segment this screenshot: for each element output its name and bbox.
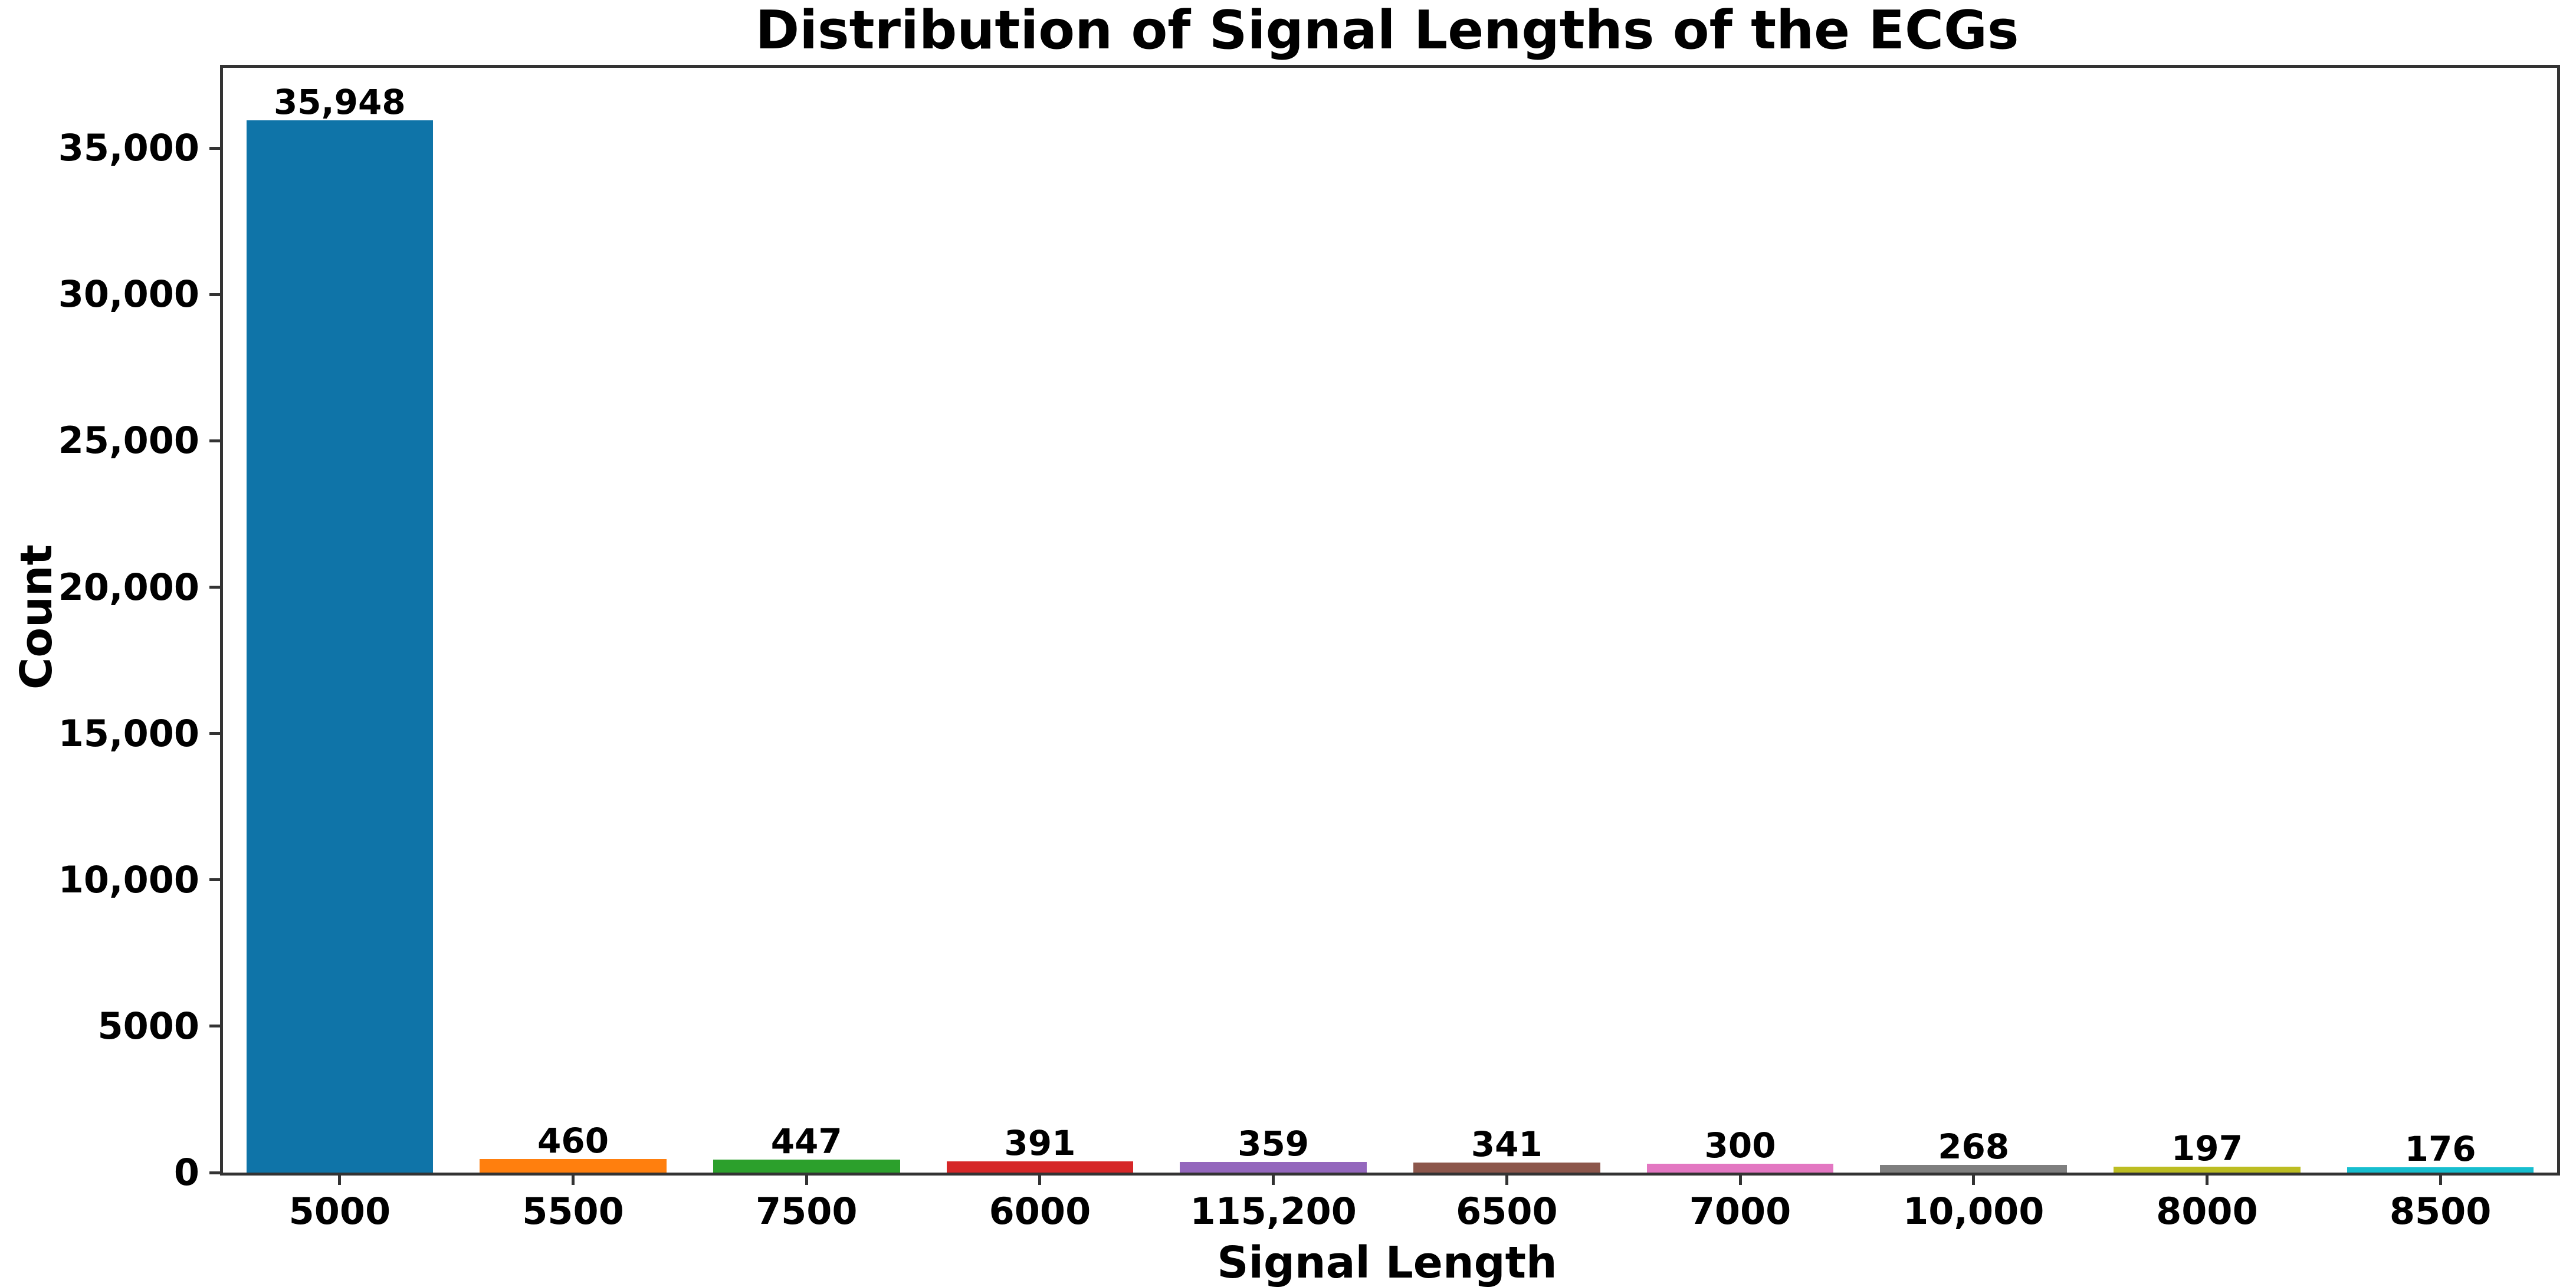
x-tick-mark <box>1738 1176 1742 1185</box>
y-tick-mark <box>209 732 220 736</box>
x-tick-label: 8500 <box>2389 1190 2492 1233</box>
bar-10000 <box>1880 1164 2068 1173</box>
bar-value-label: 197 <box>2171 1128 2243 1169</box>
bar-7500 <box>713 1159 900 1173</box>
bar-8500 <box>2347 1167 2534 1173</box>
y-tick-label: 35,000 <box>58 126 199 170</box>
x-tick-label: 5000 <box>288 1190 391 1233</box>
x-tick-label: 7000 <box>1689 1190 1791 1233</box>
y-tick-label: 15,000 <box>58 711 199 755</box>
x-tick-mark <box>2439 1176 2442 1185</box>
bar-value-label: 359 <box>1238 1124 1310 1164</box>
y-tick-label: 30,000 <box>58 272 199 316</box>
bar-6000 <box>946 1161 1134 1173</box>
x-tick-label: 6500 <box>1456 1190 1558 1233</box>
x-tick-label: 7500 <box>755 1190 858 1233</box>
y-tick-mark <box>209 146 220 150</box>
x-axis-label: Signal Length <box>1217 1237 1557 1287</box>
y-tick-mark <box>209 878 220 882</box>
y-tick-label: 25,000 <box>58 419 199 462</box>
bar-7000 <box>1646 1164 1834 1173</box>
x-tick-label: 5500 <box>522 1190 624 1233</box>
y-tick-label: 5000 <box>97 1004 199 1048</box>
x-tick-label: 6000 <box>989 1190 1091 1233</box>
x-tick-label: 115,200 <box>1190 1190 1357 1233</box>
bar-5500 <box>480 1159 667 1173</box>
bar-value-label: 460 <box>537 1121 609 1161</box>
y-axis-label: Count <box>11 544 62 690</box>
y-tick-label: 20,000 <box>58 565 199 609</box>
plot-area: 0 5000 10,000 15,000 20,000 25,000 30,000 35,00… <box>58 65 2560 1230</box>
x-tick-mark <box>1505 1176 1508 1185</box>
bar-115200 <box>1180 1162 1367 1173</box>
y-tick-label: 0 <box>173 1151 199 1194</box>
x-tick-mark <box>572 1176 575 1185</box>
x-tick-mark <box>2205 1176 2209 1185</box>
bar-6500 <box>1413 1163 1600 1173</box>
chart-title: Distribution of Signal Lengths of the EC… <box>755 0 2019 61</box>
bar-value-label: 447 <box>770 1121 842 1161</box>
bar-value-label: 300 <box>1704 1125 1776 1166</box>
bar-value-label: 176 <box>2404 1129 2476 1170</box>
bar-value-label: 268 <box>1938 1126 2010 1167</box>
bar-value-label: 35,948 <box>273 82 406 123</box>
x-tick-label: 8000 <box>2156 1190 2258 1233</box>
y-tick-mark <box>209 1171 220 1174</box>
bar-5000 <box>246 120 434 1173</box>
x-tick-mark <box>1272 1176 1275 1185</box>
y-tick-mark <box>209 293 220 296</box>
y-tick-mark <box>209 439 220 442</box>
bar-value-label: 341 <box>1471 1124 1543 1165</box>
x-tick-mark <box>1038 1176 1042 1185</box>
x-tick-mark <box>805 1176 808 1185</box>
x-tick-mark <box>338 1176 342 1185</box>
bar-8000 <box>2114 1167 2301 1173</box>
bar-value-label: 391 <box>1004 1122 1076 1163</box>
y-tick-mark <box>209 1025 220 1028</box>
y-tick-mark <box>209 586 220 589</box>
x-tick-mark <box>1972 1176 1976 1185</box>
y-tick-label: 10,000 <box>58 858 199 901</box>
x-tick-label: 10,000 <box>1903 1190 2045 1233</box>
